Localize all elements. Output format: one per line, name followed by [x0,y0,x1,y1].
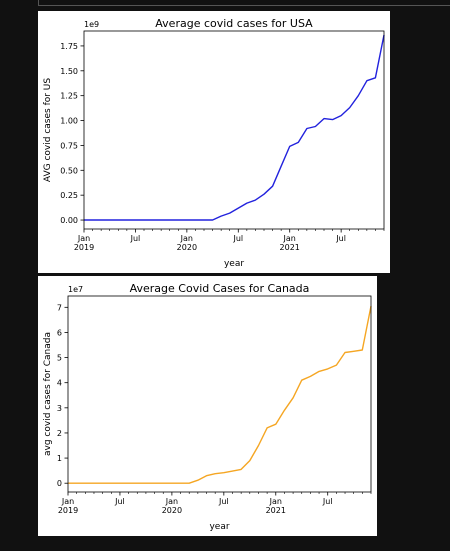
x-axis-label: year [224,259,244,269]
y-axis-label: AVG covid cases for US [43,78,53,182]
x-tick-label: 2019 [74,243,94,252]
x-tick-label: Jan [283,234,296,243]
y-tick-label: 1.25 [60,92,78,101]
chart-title: Average covid cases for USA [155,17,313,30]
y-tick-label: 3 [57,404,62,413]
x-tick-label: Jul [232,234,243,243]
x-tick-label: Jan [180,234,193,243]
y-tick-label: 1.00 [60,117,78,126]
x-tick-label: 2019 [58,506,78,515]
plot-frame [83,30,385,230]
y-tick-label: 7 [57,303,62,312]
y-axis-label: avg covid cases for Canada [43,332,53,456]
y-tick-label: 1 [57,454,62,463]
y-tick-label: 4 [57,379,62,388]
x-tick-label: 2021 [266,506,286,515]
x-tick-label: Jul [218,497,229,506]
x-tick-label: Jan [61,497,74,506]
usa-chart-figure: Average covid cases for USA 1e9 year AVG co… [38,11,390,273]
y-axis-offset-label: 1e9 [84,20,99,29]
x-axis-label: year [209,522,229,532]
canada-chart-figure: Average Covid Cases for Canada 1e7 year avg… [38,276,377,536]
usa-line-chart: Average covid cases for USA 1e9 year AVG co… [43,17,385,269]
x-tick-label: Jul [114,497,125,506]
x-tick-label: Jan [269,497,282,506]
y-tick-label: 0.25 [60,191,78,200]
y-tick-label: 0.75 [60,141,78,150]
x-tick-label: Jul [335,234,346,243]
y-tick-label: 1.50 [60,67,78,76]
plot-frame [67,295,372,493]
window-top-border [38,0,450,6]
y-tick-label: 5 [57,354,62,363]
y-tick-label: 0.50 [60,166,78,175]
x-tick-label: 2021 [280,243,300,252]
canada-line-chart: Average Covid Cases for Canada 1e7 year avg… [43,282,372,532]
y-tick-label: 6 [57,328,62,337]
y-tick-label: 0 [57,479,62,488]
series-line [84,34,385,221]
y-tick-label: 0.00 [60,216,78,225]
x-tick-label: Jan [77,234,90,243]
series-line [68,305,372,484]
x-tick-label: Jul [322,497,333,506]
x-tick-label: Jan [165,497,178,506]
x-tick-label: 2020 [162,506,182,515]
y-tick-label: 2 [57,429,62,438]
x-tick-label: Jul [130,234,141,243]
y-tick-label: 1.75 [60,42,78,51]
chart-title: Average Covid Cases for Canada [130,282,310,295]
x-tick-label: 2020 [177,243,197,252]
y-axis-offset-label: 1e7 [68,285,83,294]
